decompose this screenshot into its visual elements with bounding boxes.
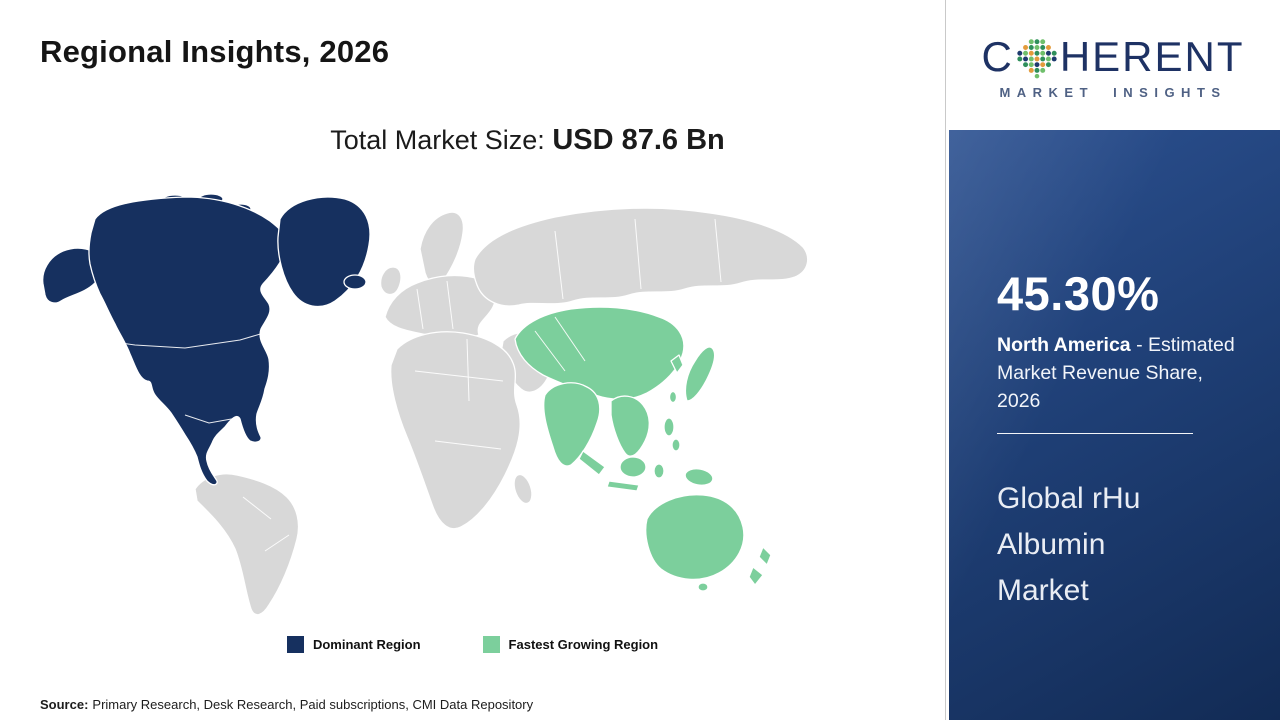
region-sulawesi: [653, 463, 665, 479]
brand-logo: C HERENT MARKET INSIGHTS: [946, 0, 1280, 130]
dominant-region-swatch: [286, 636, 304, 653]
divider-line: [997, 433, 1193, 434]
region-philippines: [663, 417, 675, 437]
main-content: Regional Insights, 2026 Total Market Siz…: [0, 34, 945, 712]
source-note: Source: Primary Research, Desk Research, …: [40, 697, 533, 712]
region-java: [606, 480, 640, 492]
source-text: Primary Research, Desk Research, Paid su…: [92, 697, 534, 712]
region-new-guinea: [684, 468, 714, 486]
dominant-region-label: Dominant Region: [312, 637, 421, 652]
world-map: [35, 188, 815, 620]
region-tasmania: [697, 582, 709, 592]
stat-value: 45.30%: [997, 267, 1160, 320]
globe-o-icon: [1017, 39, 1057, 79]
sidebar: C HERENT MARKET INSIGHTS 45.30% North Am…: [945, 0, 1280, 720]
highlight-panel: 45.30% North America - Estimated Market …: [949, 130, 1280, 720]
region-korea: [670, 354, 684, 374]
region-europe: [379, 211, 496, 340]
market-size-value: USD 87.6 Bn: [552, 124, 725, 156]
legend-item-dominant: Dominant Region: [286, 636, 421, 653]
region-iceland: [343, 274, 367, 290]
region-north-america: [42, 193, 371, 486]
legend-item-fastest-growing: Fastest Growing Region: [482, 636, 659, 653]
region-new-zealand: [758, 546, 772, 566]
region-india: [543, 382, 601, 467]
region-taiwan: [668, 390, 678, 404]
world-map-svg: [42, 193, 809, 616]
region-indochina: [610, 395, 650, 457]
total-market-size: Total Market Size: USD 87.6 Bn: [0, 124, 945, 157]
stat-description-text: - Estimated Market Revenue Share, 2026: [997, 334, 1235, 412]
map-legend: Dominant Region Fastest Growing Region: [0, 636, 945, 653]
brand-letters-rest: HERENT: [1059, 33, 1245, 80]
brand-wordmark: C HERENT: [981, 33, 1245, 80]
region-asia-pacific: [514, 306, 772, 592]
region-japan: [684, 346, 716, 402]
brand-letter-c: C: [981, 33, 1014, 80]
region-africa: [390, 331, 533, 530]
region-australia: [645, 494, 745, 581]
region-russia-north-asia: [472, 207, 809, 307]
region-south-america: [194, 473, 300, 616]
fastest-growing-region-swatch: [482, 636, 500, 653]
source-label: Source:: [40, 697, 89, 712]
market-name: Global rHu Albumin Market: [997, 482, 1141, 607]
region-borneo: [619, 456, 647, 478]
page-title: Regional Insights, 2026: [40, 34, 390, 69]
brand-tagline: MARKET INSIGHTS: [999, 85, 1227, 100]
region-greenland: [277, 196, 371, 308]
fastest-growing-region-label: Fastest Growing Region: [508, 637, 659, 652]
stat-region: North America: [997, 334, 1131, 356]
stat-description: North America - Estimated Market Revenue…: [997, 331, 1249, 415]
market-size-label: Total Market Size:: [330, 125, 553, 155]
region-sumatra: [578, 450, 606, 476]
